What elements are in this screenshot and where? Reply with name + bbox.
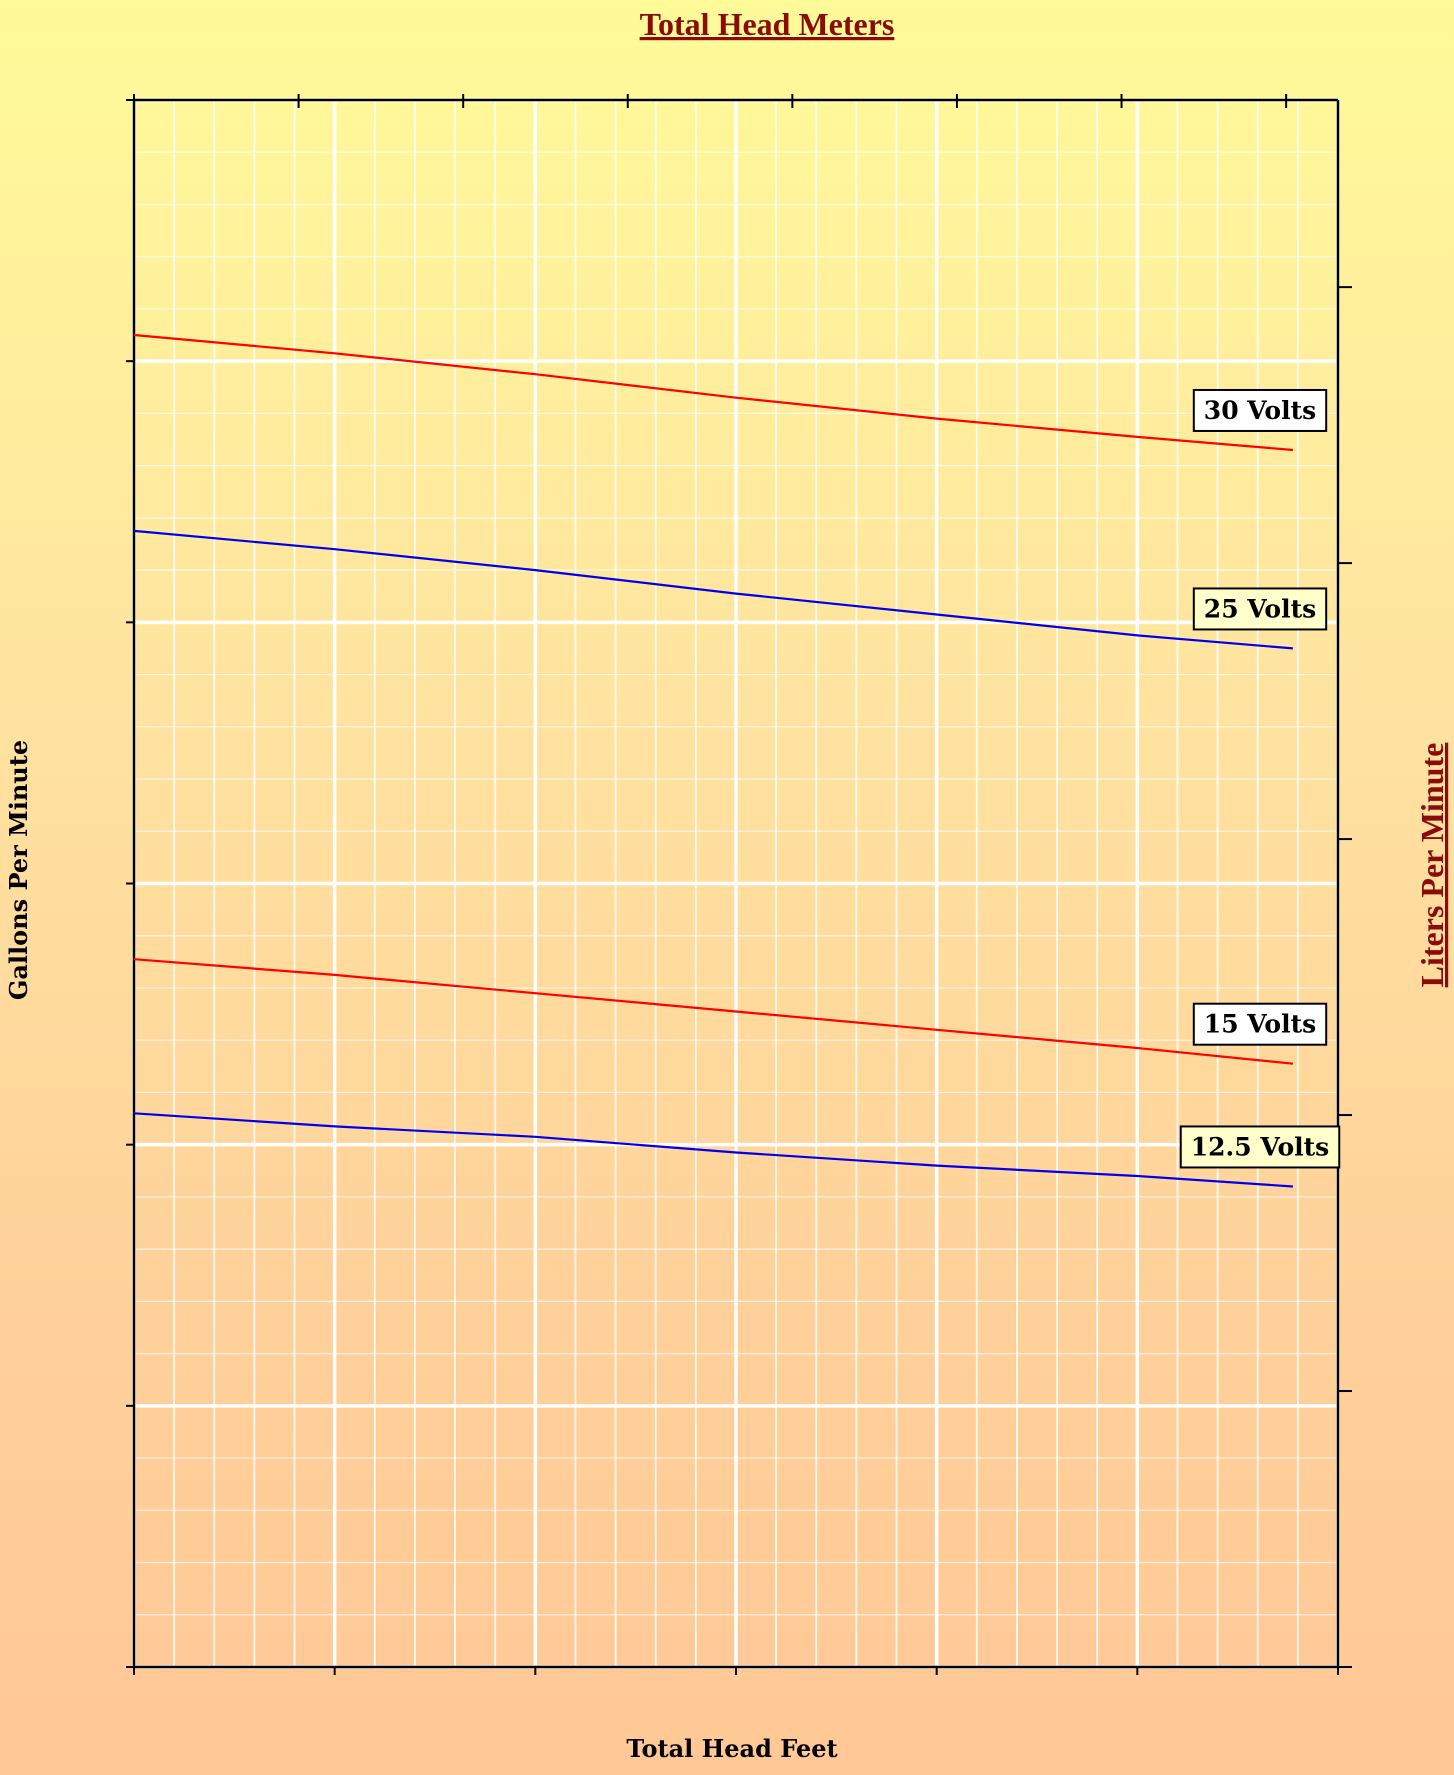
series-line: [133, 529, 1293, 650]
series-label-frame: [1179, 1125, 1341, 1169]
series-label-box: 15 Volts: [1192, 1002, 1328, 1046]
x-axis-title: Total Head Feet: [626, 1734, 837, 1763]
series-label-box: 30 Volts: [1192, 388, 1328, 432]
x2-axis-title: Total Head Meters: [640, 6, 895, 42]
y-axis-title: Gallons Per Minute: [4, 740, 33, 1000]
series-label-frame: [1192, 1002, 1328, 1046]
axes: [126, 94, 1352, 1675]
series-label: 25 Volts: [1204, 594, 1316, 623]
series-label-frame: [1192, 388, 1328, 432]
series-label-box: 12.5 Volts: [1179, 1125, 1341, 1169]
series-label: 12.5 Volts: [1191, 1132, 1330, 1161]
series-line: [133, 958, 1294, 1065]
series-label-frame: [1192, 587, 1328, 631]
series-label-box: 25 Volts: [1192, 587, 1328, 631]
series-labels: 30 Volts 25 Volts 15 Volts 12.5 Volts: [1179, 388, 1341, 1169]
series-line: [133, 333, 1293, 452]
y2-axis-title: Liters Per Minute: [1414, 743, 1450, 988]
series-line: [133, 1112, 1293, 1188]
data-series: [133, 333, 1294, 1188]
series-label: 30 Volts: [1204, 396, 1316, 425]
series-label: 15 Volts: [1204, 1010, 1316, 1039]
grid: [132, 98, 1340, 1669]
